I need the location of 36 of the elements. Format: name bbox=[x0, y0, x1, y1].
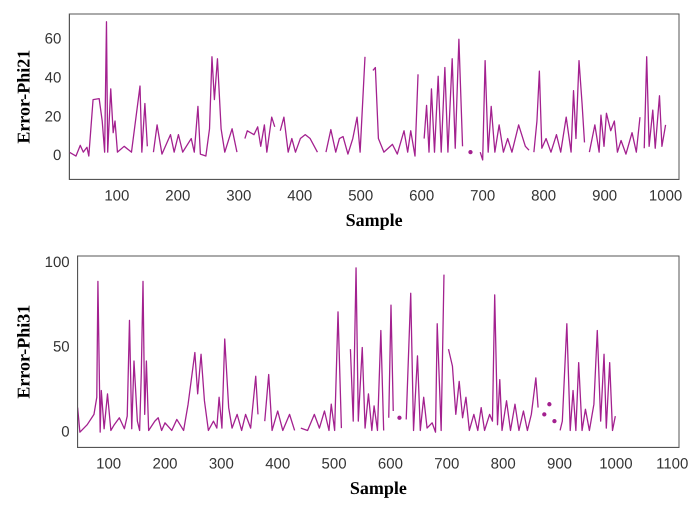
y-tick-label: 40 bbox=[44, 69, 62, 86]
x-tick-label: 400 bbox=[287, 188, 312, 205]
y-axis-title: Error-Phi31 bbox=[13, 304, 34, 399]
x-tick-label: 1000 bbox=[648, 188, 682, 205]
y-tick-label: 0 bbox=[52, 147, 62, 164]
x-tick-label: 400 bbox=[265, 456, 290, 473]
x-tick-label: 700 bbox=[434, 456, 460, 473]
y-tick-label: 0 bbox=[61, 423, 70, 440]
x-tick-label: 500 bbox=[322, 456, 347, 473]
point bbox=[552, 418, 557, 424]
y-tick-label: 50 bbox=[52, 338, 70, 356]
x-tick-label: 1000 bbox=[599, 456, 633, 473]
y-tick-label: 60 bbox=[44, 30, 62, 48]
y-tick-label: 20 bbox=[44, 108, 62, 126]
x-axis-title: Sample bbox=[346, 210, 403, 230]
x-tick-label: 600 bbox=[378, 456, 403, 473]
x-tick-label: 500 bbox=[348, 188, 374, 205]
x-tick-label: 900 bbox=[547, 456, 572, 473]
x-axis-title: Sample bbox=[350, 478, 407, 498]
x-tick-label: 300 bbox=[208, 456, 234, 473]
y-tick-label: 100 bbox=[44, 254, 70, 271]
x-tick-label: 200 bbox=[152, 456, 178, 473]
x-tick-label: 800 bbox=[531, 188, 556, 205]
point bbox=[547, 402, 552, 406]
x-tick-label: 200 bbox=[165, 188, 190, 205]
x-tick-label: 1100 bbox=[656, 456, 688, 473]
x-tick-label: 700 bbox=[470, 188, 496, 205]
y-axis-title: Error-Phi21 bbox=[13, 50, 34, 144]
x-tick-label: 900 bbox=[592, 188, 618, 205]
x-tick-label: 800 bbox=[490, 456, 516, 473]
point bbox=[397, 416, 402, 420]
x-tick-label: 100 bbox=[96, 456, 122, 473]
x-tick-label: 300 bbox=[226, 188, 252, 205]
point bbox=[542, 412, 546, 417]
x-tick-label: 600 bbox=[409, 188, 434, 205]
x-tick-label: 100 bbox=[104, 188, 130, 205]
